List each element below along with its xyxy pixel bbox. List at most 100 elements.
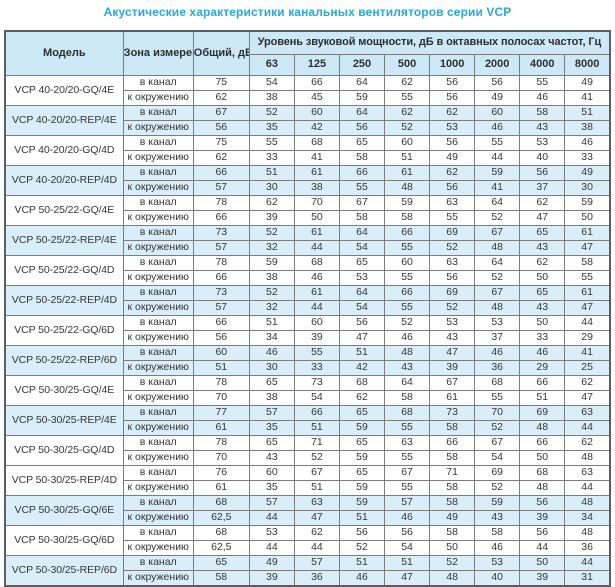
column-header-frequency: 125 xyxy=(293,53,340,76)
level-cell: 65 xyxy=(248,374,295,391)
table-row: VCP 50-25/22-GQ/4E в канал 78 62 70 67 59 63 64 6… xyxy=(4,194,611,226)
level-cell: 49 xyxy=(429,149,476,166)
level-cell: 47 xyxy=(293,509,340,526)
level-cell: 59 xyxy=(384,194,431,211)
level-cell: 60 xyxy=(293,314,340,331)
level-cell: 68 xyxy=(474,374,521,391)
level-cell: 37 xyxy=(519,179,566,196)
level-cell: 43 xyxy=(474,509,521,526)
zone-cell: к окружению xyxy=(122,539,194,556)
level-cell: 35 xyxy=(248,119,295,136)
zone-cell: к окружению xyxy=(122,119,194,136)
table-row: к окружению 70 43 52 59 55 58 54 50 48 xyxy=(5,449,611,466)
zone-cell: в канал xyxy=(122,314,194,331)
level-cell: 66 xyxy=(384,224,431,241)
level-cell: 49 xyxy=(429,509,476,526)
model-cell: VCP 50-30/25-GQ/4E xyxy=(4,374,124,406)
level-cell: 44 xyxy=(519,539,566,556)
column-header-frequency: 8000 xyxy=(564,53,611,76)
level-cell: 48 xyxy=(384,344,431,361)
level-cell: 51 xyxy=(338,554,386,571)
level-cell: 52 xyxy=(474,419,521,436)
level-cell: 66 xyxy=(519,374,566,391)
level-cell: 52 xyxy=(474,479,521,496)
zone-cell: в канал xyxy=(122,194,194,211)
level-cell: 38 xyxy=(248,269,295,286)
level-cell: 62 xyxy=(564,374,611,391)
level-cell: 66 xyxy=(338,164,386,181)
level-cell: 41 xyxy=(564,89,611,106)
level-cell: 55 xyxy=(384,449,431,466)
zone-cell: в канал xyxy=(122,284,194,301)
level-cell: 65 xyxy=(519,224,566,241)
level-cell: 53 xyxy=(474,314,521,331)
table-row: к окружению 51 30 33 42 43 39 36 29 25 xyxy=(5,359,611,376)
level-cell: 36 xyxy=(474,359,521,376)
zone-cell: в канал xyxy=(122,344,194,361)
column-header-frequency: 1000 xyxy=(429,53,476,76)
level-cell: 38 xyxy=(564,119,611,136)
level-cell: 66 xyxy=(519,434,566,451)
level-cell: 51 xyxy=(248,314,295,331)
column-header-total: Общий, дБА xyxy=(192,30,250,76)
level-cell: 53 xyxy=(474,554,521,571)
zone-cell: в канал xyxy=(122,164,194,181)
level-cell: 46 xyxy=(474,119,521,136)
level-cell: 44 xyxy=(248,509,295,526)
level-cell: 56 xyxy=(519,524,566,541)
zone-cell: к окружению xyxy=(122,569,194,586)
level-cell: 50 xyxy=(293,209,340,226)
model-cell: VCP 50-25/22-GQ/6D xyxy=(4,314,124,346)
level-cell: 68 xyxy=(338,374,386,391)
table-row: VCP 50-30/25-GQ/6D в канал 68 53 62 56 56 58 58 5… xyxy=(4,524,611,556)
level-cell: 52 xyxy=(429,554,476,571)
level-cell: 48 xyxy=(564,449,611,466)
table-header: Модель Зона измерения Общий, дБА Уровень… xyxy=(4,30,611,76)
level-cell: 49 xyxy=(564,74,611,91)
level-cell: 65 xyxy=(519,284,566,301)
level-cell: 62 xyxy=(248,194,295,211)
level-cell: 33 xyxy=(248,149,295,166)
model-cell: VCP 50-25/22-REP/4E xyxy=(4,224,124,256)
level-cell: 61 xyxy=(429,389,476,406)
level-cell: 38 xyxy=(248,89,295,106)
table-row: VCP 50-25/22-REP/4D в канал 73 52 61 64 66 69 67… xyxy=(4,284,611,316)
level-cell: 33 xyxy=(519,329,566,346)
column-header-model: Модель xyxy=(4,30,124,76)
level-cell: 48 xyxy=(564,494,611,511)
level-cell: 55 xyxy=(384,299,431,316)
table-row: к окружению 66 38 46 53 55 56 52 50 55 xyxy=(5,269,611,286)
level-cell: 50 xyxy=(429,539,476,556)
level-cell: 55 xyxy=(474,134,521,151)
column-header-frequency: 4000 xyxy=(519,53,566,76)
level-cell: 60 xyxy=(384,134,431,151)
level-cell: 34 xyxy=(248,329,295,346)
level-cell: 53 xyxy=(519,134,566,151)
level-cell: 57 xyxy=(248,494,295,511)
level-cell: 71 xyxy=(429,464,476,481)
level-cell: 49 xyxy=(248,554,295,571)
level-cell: 56 xyxy=(429,74,476,91)
column-header-frequency: 250 xyxy=(338,53,386,76)
level-cell: 52 xyxy=(338,539,386,556)
zone-cell: в канал xyxy=(122,494,194,511)
table-row: VCP 50-25/22-REP/4E в канал 73 52 61 64 66 69 67… xyxy=(4,224,611,256)
total-dba-cell: 75 xyxy=(192,74,250,91)
level-cell: 39 xyxy=(519,509,566,526)
level-cell: 46 xyxy=(293,269,340,286)
level-cell: 58 xyxy=(384,389,431,406)
level-cell: 29 xyxy=(519,359,566,376)
total-dba-cell: 65 xyxy=(192,554,250,571)
level-cell: 67 xyxy=(429,374,476,391)
column-header-zone: Зона измерения xyxy=(122,30,194,76)
level-cell: 52 xyxy=(429,299,476,316)
level-cell: 67 xyxy=(384,464,431,481)
model-cell: VCP 40-20/20-REP/4D xyxy=(4,164,124,196)
level-cell: 51 xyxy=(293,479,340,496)
level-cell: 64 xyxy=(338,284,386,301)
page-title: Акустические характеристики канальных ве… xyxy=(103,5,512,19)
level-cell: 35 xyxy=(248,419,295,436)
level-cell: 52 xyxy=(248,224,295,241)
level-cell: 42 xyxy=(338,359,386,376)
model-cell: VCP 50-30/25-GQ/6E xyxy=(4,494,124,526)
